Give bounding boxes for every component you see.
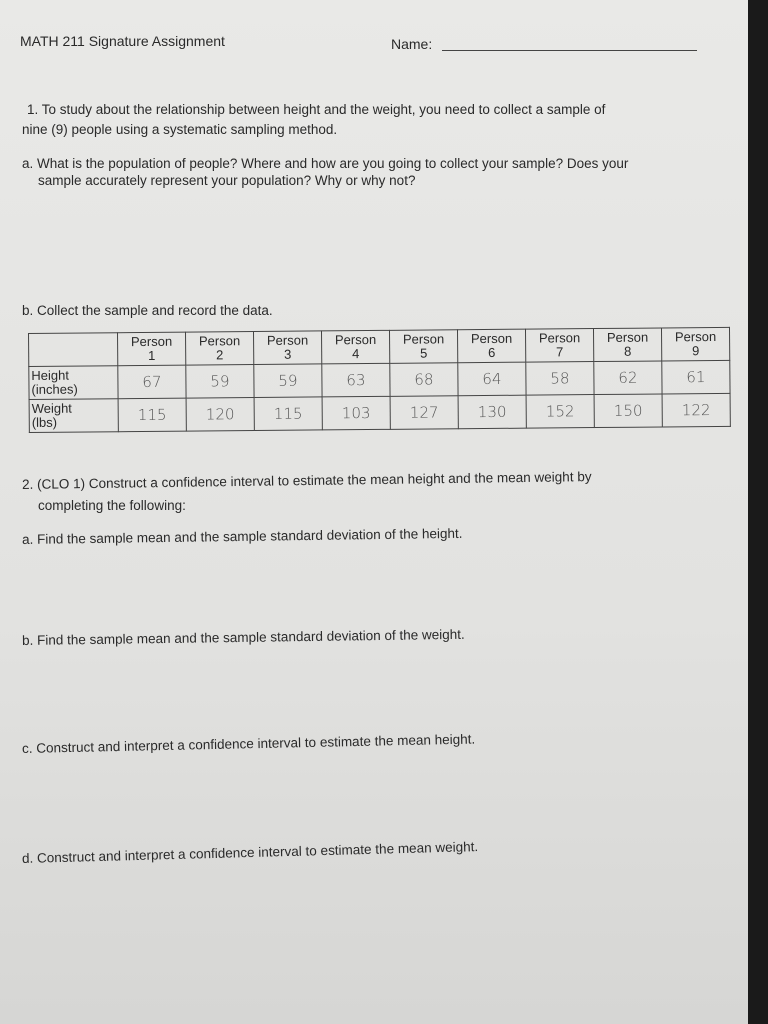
q1-text: 1. To study about the relationship betwe… [27, 102, 606, 117]
cell: 120 [186, 397, 255, 432]
cell: 67 [117, 365, 187, 399]
q1a-text-2: sample accurately represent your populat… [38, 173, 416, 188]
name-field-line[interactable] [442, 50, 697, 51]
col-header: Person 9 [661, 327, 730, 361]
row-label: Height (inches) [28, 365, 119, 400]
col-header: Person 4 [321, 330, 390, 364]
name-label: Name: [391, 36, 433, 52]
cell: 150 [594, 393, 663, 428]
row-label: Weight (lbs) [29, 398, 119, 433]
col-header: Person 6 [457, 329, 526, 363]
cell: 122 [662, 393, 731, 427]
q1-text-2: nine (9) people using a systematic sampl… [22, 122, 338, 137]
cell: 59 [253, 363, 323, 398]
col-header: Person 2 [185, 331, 254, 366]
q2-text: 2. (CLO 1) Construct a confidence interv… [21, 469, 592, 492]
table-row-weight: Weight (lbs) 115 120 115 103 127 130 152 … [29, 393, 731, 433]
q1b-text: b. Collect the sample and record the dat… [22, 303, 273, 318]
cell: 127 [390, 395, 459, 430]
cell: 59 [185, 364, 255, 399]
q2-text-2: completing the following: [38, 498, 186, 513]
q2c-text: c. Construct and interpret a confidence … [21, 731, 476, 756]
col-header: Person 3 [253, 330, 322, 365]
cell: 130 [458, 395, 527, 429]
cell: 68 [389, 362, 459, 397]
cell: 62 [593, 360, 663, 395]
col-header: Person 5 [389, 329, 458, 364]
cell: 103 [322, 396, 391, 430]
cell: 115 [254, 396, 323, 431]
data-table: Person 1 Person 2 Person 3 Person 4 Person 5 … [28, 327, 731, 433]
col-header: Person 8 [593, 327, 662, 362]
cell: 115 [118, 398, 187, 432]
q2d-text: d. Construct and interpret a confidence … [21, 839, 479, 866]
cell: 58 [525, 361, 595, 396]
cell: 61 [661, 360, 731, 394]
q2b-text: b. Find the sample mean and the sample s… [21, 626, 465, 648]
cell: 63 [321, 363, 391, 397]
table-corner [28, 332, 118, 367]
cell: 152 [526, 394, 595, 429]
col-header: Person 1 [117, 332, 186, 366]
col-header: Person 7 [525, 328, 594, 363]
q1a-text: a. What is the population of people? Whe… [22, 156, 629, 171]
course-title: MATH 211 Signature Assignment [20, 33, 225, 49]
worksheet-page: MATH 211 Signature Assignment Name: 1. T… [0, 0, 748, 1024]
cell: 64 [457, 362, 527, 396]
q2a-text: a. Find the sample mean and the sample s… [21, 525, 463, 547]
